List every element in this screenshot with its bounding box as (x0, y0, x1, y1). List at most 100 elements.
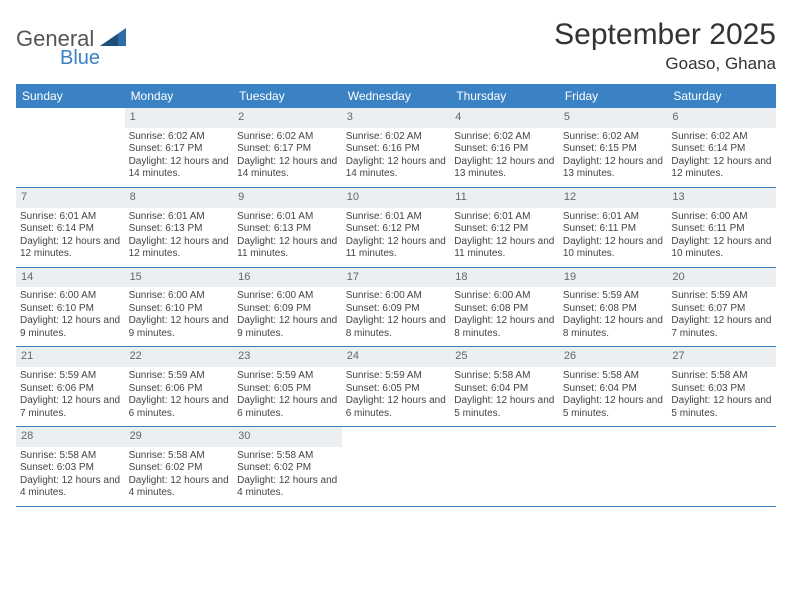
sunset: Sunset: 6:10 PM (129, 303, 230, 316)
day-number: 19 (559, 268, 668, 288)
location: Goaso, Ghana (554, 54, 776, 74)
sunset: Sunset: 6:08 PM (563, 303, 664, 316)
daylight: Daylight: 12 hours and 7 minutes. (20, 395, 121, 420)
sunrise: Sunrise: 5:59 AM (563, 290, 664, 303)
sunset: Sunset: 6:04 PM (454, 383, 555, 396)
daylight: Daylight: 12 hours and 13 minutes. (563, 156, 664, 181)
day-cell: 18Sunrise: 6:00 AMSunset: 6:08 PMDayligh… (450, 268, 559, 347)
daylight: Daylight: 12 hours and 5 minutes. (454, 395, 555, 420)
day-header: Saturday (667, 84, 776, 108)
sunset: Sunset: 6:14 PM (671, 143, 772, 156)
sunset: Sunset: 6:02 PM (129, 462, 230, 475)
sunrise: Sunrise: 6:02 AM (454, 131, 555, 144)
logo: General Blue (16, 24, 126, 68)
calendar-page: General Blue September 2025 Goaso, Ghana… (0, 0, 792, 612)
daylight: Daylight: 12 hours and 14 minutes. (237, 156, 338, 181)
day-header: Friday (559, 84, 668, 108)
day-cell: 2Sunrise: 6:02 AMSunset: 6:17 PMDaylight… (233, 108, 342, 187)
day-cell: 25 Sunrise: 5:58 AMSunset: 6:04 PMDayligh… (450, 347, 559, 426)
sunrise: Sunrise: 5:59 AM (129, 370, 230, 383)
day-cell: 22Sunrise: 5:59 AMSunset: 6:06 PMDayligh… (125, 347, 234, 426)
daylight: Daylight: 12 hours and 5 minutes. (671, 395, 772, 420)
daylight: Daylight: 12 hours and 7 minutes. (671, 315, 772, 340)
week-row: 28Sunrise: 5:58 AMSunset: 6:03 PMDayligh… (16, 427, 776, 507)
day-number: 29 (125, 427, 234, 447)
day-cell: 8Sunrise: 6:01 AMSunset: 6:13 PMDaylight… (125, 188, 234, 267)
day-cell: 6Sunrise: 6:02 AMSunset: 6:14 PMDaylight… (667, 108, 776, 187)
sunset: Sunset: 6:17 PM (237, 143, 338, 156)
daylight: Daylight: 12 hours and 12 minutes. (20, 236, 121, 261)
sunset: Sunset: 6:11 PM (563, 223, 664, 236)
daylight: Daylight: 12 hours and 11 minutes. (237, 236, 338, 261)
day-cell: 24Sunrise: 5:59 AMSunset: 6:05 PMDayligh… (342, 347, 451, 426)
daylight: Daylight: 12 hours and 9 minutes. (20, 315, 121, 340)
sunrise: Sunrise: 5:59 AM (346, 370, 447, 383)
sunset: Sunset: 6:12 PM (454, 223, 555, 236)
day-number: 4 (450, 108, 559, 128)
sunrise: Sunrise: 5:59 AM (671, 290, 772, 303)
daylight: Daylight: 12 hours and 9 minutes. (237, 315, 338, 340)
sunset: Sunset: 6:07 PM (671, 303, 772, 316)
daylight: Daylight: 12 hours and 8 minutes. (454, 315, 555, 340)
day-cell (667, 427, 776, 506)
sunset: Sunset: 6:10 PM (20, 303, 121, 316)
week-row: 7Sunrise: 6:01 AMSunset: 6:14 PMDaylight… (16, 188, 776, 268)
day-number: 9 (233, 188, 342, 208)
day-cell: 11Sunrise: 6:01 AMSunset: 6:12 PMDayligh… (450, 188, 559, 267)
sunrise: Sunrise: 5:58 AM (563, 370, 664, 383)
day-number: 27 (667, 347, 776, 367)
sunset: Sunset: 6:09 PM (346, 303, 447, 316)
sunrise: Sunrise: 5:58 AM (671, 370, 772, 383)
day-cell: 4Sunrise: 6:02 AMSunset: 6:16 PMDaylight… (450, 108, 559, 187)
day-number: 20 (667, 268, 776, 288)
day-cell: 23Sunrise: 5:59 AMSunset: 6:05 PMDayligh… (233, 347, 342, 426)
logo-word2: Blue (60, 48, 126, 68)
day-number: 28 (16, 427, 125, 447)
day-cell: 17Sunrise: 6:00 AMSunset: 6:09 PMDayligh… (342, 268, 451, 347)
day-number: 15 (125, 268, 234, 288)
sunset: Sunset: 6:04 PM (563, 383, 664, 396)
logo-triangle-icon (100, 28, 126, 46)
daylight: Daylight: 12 hours and 12 minutes. (129, 236, 230, 261)
day-cell: 20 Sunrise: 5:59 AMSunset: 6:07 PMDayligh… (667, 268, 776, 347)
sunrise: Sunrise: 6:01 AM (346, 211, 447, 224)
sunrise: Sunrise: 6:01 AM (20, 211, 121, 224)
sunrise: Sunrise: 6:01 AM (563, 211, 664, 224)
day-cell: 30Sunrise: 5:58 AMSunset: 6:02 PMDayligh… (233, 427, 342, 506)
day-number: 5 (559, 108, 668, 128)
day-number: 12 (559, 188, 668, 208)
sunrise: Sunrise: 6:02 AM (237, 131, 338, 144)
sunset: Sunset: 6:16 PM (346, 143, 447, 156)
daylight: Daylight: 12 hours and 4 minutes. (20, 475, 121, 500)
sunrise: Sunrise: 6:01 AM (129, 211, 230, 224)
daylight: Daylight: 12 hours and 8 minutes. (563, 315, 664, 340)
daylight: Daylight: 12 hours and 4 minutes. (237, 475, 338, 500)
day-number: 25 (450, 347, 559, 367)
day-cell: 28Sunrise: 5:58 AMSunset: 6:03 PMDayligh… (16, 427, 125, 506)
day-number: 22 (125, 347, 234, 367)
sunset: Sunset: 6:13 PM (129, 223, 230, 236)
daylight: Daylight: 12 hours and 12 minutes. (671, 156, 772, 181)
day-cell: 12 Sunrise: 6:01 AMSunset: 6:11 PMDayligh… (559, 188, 668, 267)
day-cell: 9Sunrise: 6:01 AMSunset: 6:13 PMDaylight… (233, 188, 342, 267)
daylight: Daylight: 12 hours and 10 minutes. (563, 236, 664, 261)
day-number: 30 (233, 427, 342, 447)
title-block: September 2025 Goaso, Ghana (554, 18, 776, 74)
daylight: Daylight: 12 hours and 6 minutes. (237, 395, 338, 420)
sunset: Sunset: 6:03 PM (671, 383, 772, 396)
day-cell: 26Sunrise: 5:58 AMSunset: 6:04 PMDayligh… (559, 347, 668, 426)
day-cell (342, 427, 451, 506)
day-number: 23 (233, 347, 342, 367)
day-cell (16, 108, 125, 187)
sunset: Sunset: 6:06 PM (20, 383, 121, 396)
sunrise: Sunrise: 5:58 AM (20, 450, 121, 463)
week-row: 21Sunrise: 5:59 AMSunset: 6:06 PMDayligh… (16, 347, 776, 427)
daylight: Daylight: 12 hours and 13 minutes. (454, 156, 555, 181)
day-header: Monday (125, 84, 234, 108)
daylight: Daylight: 12 hours and 10 minutes. (671, 236, 772, 261)
daylight: Daylight: 12 hours and 6 minutes. (129, 395, 230, 420)
day-cell: 19 Sunrise: 5:59 AMSunset: 6:08 PMDayligh… (559, 268, 668, 347)
calendar: SundayMondayTuesdayWednesdayThursdayFrid… (16, 84, 776, 507)
sunrise: Sunrise: 6:00 AM (237, 290, 338, 303)
sunrise: Sunrise: 5:58 AM (454, 370, 555, 383)
